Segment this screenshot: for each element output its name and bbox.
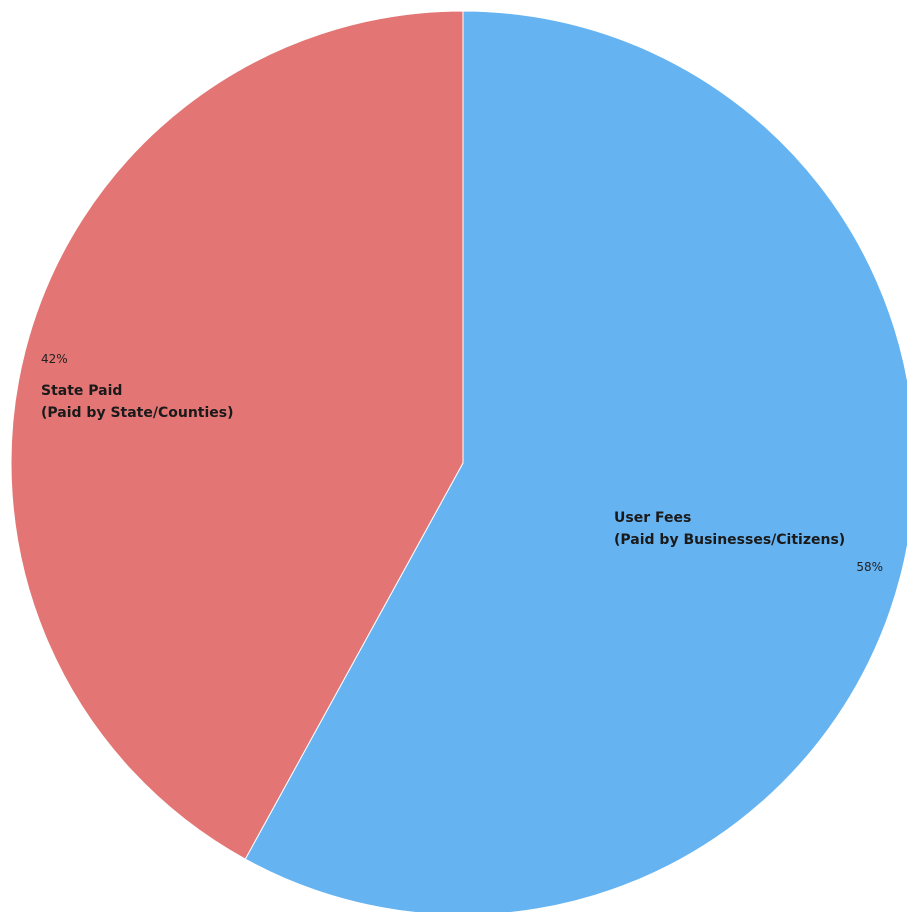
user-fees-label-line-1: User Fees [614,510,691,526]
state-paid-percent-label: 42% [41,352,68,366]
state-paid-label-line-2: (Paid by State/Counties) [41,405,234,421]
user-fees-percent-label: 58% [856,560,883,574]
pie-slice-state-paid [10,10,464,860]
user-fees-label-line-2: (Paid by Businesses/Citizens) [614,532,845,548]
pie-slices [10,10,907,912]
slice-label-state-paid: 42% State Paid (Paid by State/Counties) [41,352,234,421]
pie-slice-user-fees [244,10,907,912]
state-paid-label-line-1: State Paid [41,383,122,399]
slice-label-user-fees: User Fees (Paid by Businesses/Citizens) … [614,510,883,574]
